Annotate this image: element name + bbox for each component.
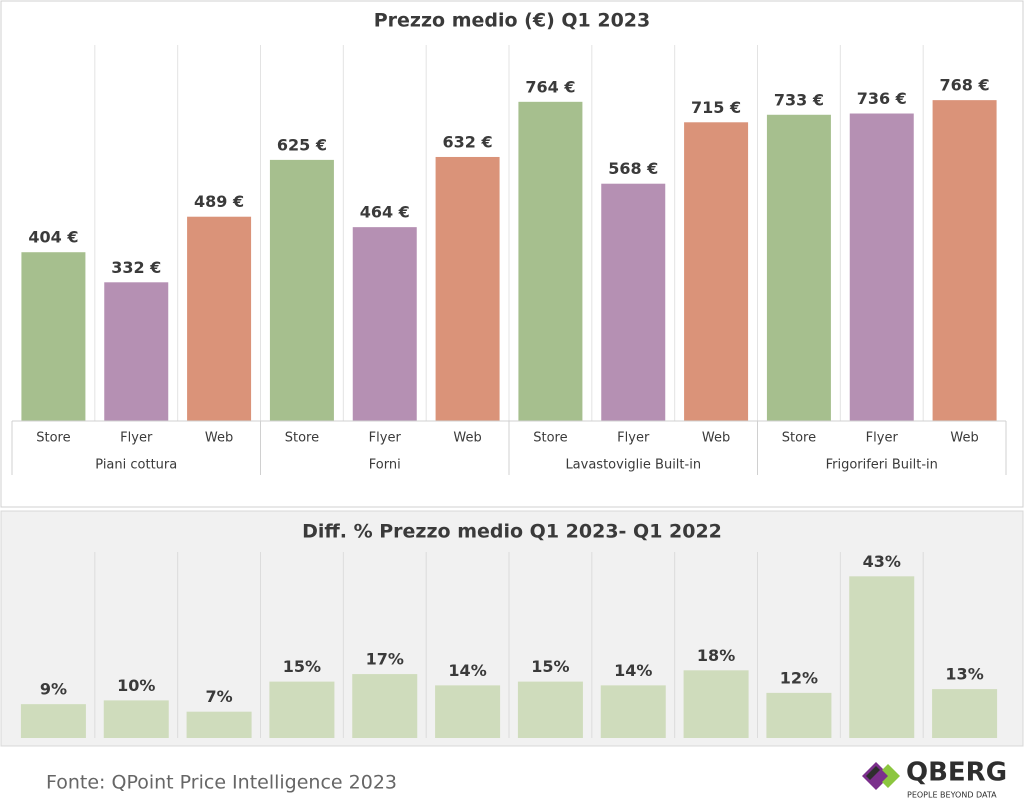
group-label: Forni <box>369 458 401 473</box>
bar <box>849 576 915 738</box>
value-label: 736 € <box>857 89 907 108</box>
bar <box>104 282 169 421</box>
bar <box>187 216 252 421</box>
bar <box>435 685 501 738</box>
logo: QBERG PEOPLE BEYOND DATA <box>862 758 1007 800</box>
value-label: 7% <box>205 687 232 706</box>
chart-title: Diff. % Prezzo medio Q1 2023- Q1 2022 <box>302 521 722 543</box>
bar <box>932 100 997 421</box>
value-label: 43% <box>863 552 901 571</box>
x-tick-label: Flyer <box>617 431 650 446</box>
bar <box>269 681 335 738</box>
source: Fonte: QPoint Price Intelligence 2023 <box>46 772 397 794</box>
x-tick-label: Web <box>205 431 233 446</box>
bar <box>20 704 86 738</box>
bar <box>766 114 831 421</box>
value-label: 464 € <box>360 203 410 222</box>
logo-icon <box>866 766 880 780</box>
bar <box>766 692 832 738</box>
group-label: Frigoriferi Built-in <box>826 458 938 473</box>
value-label: 10% <box>117 676 155 695</box>
x-tick-label: Store <box>36 431 70 446</box>
value-label: 15% <box>283 657 321 676</box>
charts: Prezzo medio (€) Q1 2023 404 € Store 332 € F… <box>11 10 1007 738</box>
bar <box>517 681 583 738</box>
value-label: 715 € <box>691 98 741 117</box>
bar <box>684 122 749 422</box>
group-label: Lavastoviglie Built-in <box>565 458 701 473</box>
logo-name: QBERG <box>906 758 1007 788</box>
bar <box>435 156 500 421</box>
x-tick-label: Web <box>950 431 978 446</box>
value-label: 13% <box>945 665 983 684</box>
x-tick-label: Flyer <box>369 431 402 446</box>
bar <box>683 670 749 738</box>
value-label: 625 € <box>277 135 327 154</box>
value-label: 18% <box>697 646 735 665</box>
x-tick-label: Flyer <box>120 431 153 446</box>
bar <box>849 113 914 421</box>
value-label: 12% <box>780 668 818 687</box>
value-label: 9% <box>40 680 67 699</box>
value-label: 14% <box>614 661 652 680</box>
value-label: 733 € <box>774 90 824 109</box>
value-label: 14% <box>448 661 486 680</box>
bar <box>932 689 998 738</box>
value-label: 489 € <box>194 192 244 211</box>
value-label: 17% <box>366 650 404 669</box>
value-label: 15% <box>531 657 569 676</box>
bar <box>352 227 417 421</box>
bar <box>600 685 666 738</box>
logo-tagline: PEOPLE BEYOND DATA <box>907 791 997 800</box>
bar <box>601 183 666 421</box>
x-tick-label: Flyer <box>866 431 899 446</box>
bar <box>21 252 86 421</box>
bar <box>186 711 252 738</box>
value-label: 764 € <box>525 77 575 96</box>
value-label: 332 € <box>111 258 161 277</box>
x-tick-label: Store <box>533 431 567 446</box>
bar <box>352 674 418 738</box>
value-label: 632 € <box>443 132 493 151</box>
x-tick-label: Store <box>782 431 816 446</box>
value-label: 568 € <box>608 159 658 178</box>
value-label: 768 € <box>940 76 990 95</box>
value-label: 404 € <box>28 228 78 247</box>
logo-icon <box>882 764 900 788</box>
x-tick-label: Store <box>285 431 319 446</box>
x-tick-label: Web <box>453 431 481 446</box>
bar <box>103 700 169 738</box>
bar <box>269 159 334 421</box>
chart-title: Prezzo medio (€) Q1 2023 <box>374 10 651 32</box>
x-tick-label: Web <box>702 431 730 446</box>
group-label: Piani cottura <box>95 458 177 473</box>
bar <box>518 101 583 421</box>
